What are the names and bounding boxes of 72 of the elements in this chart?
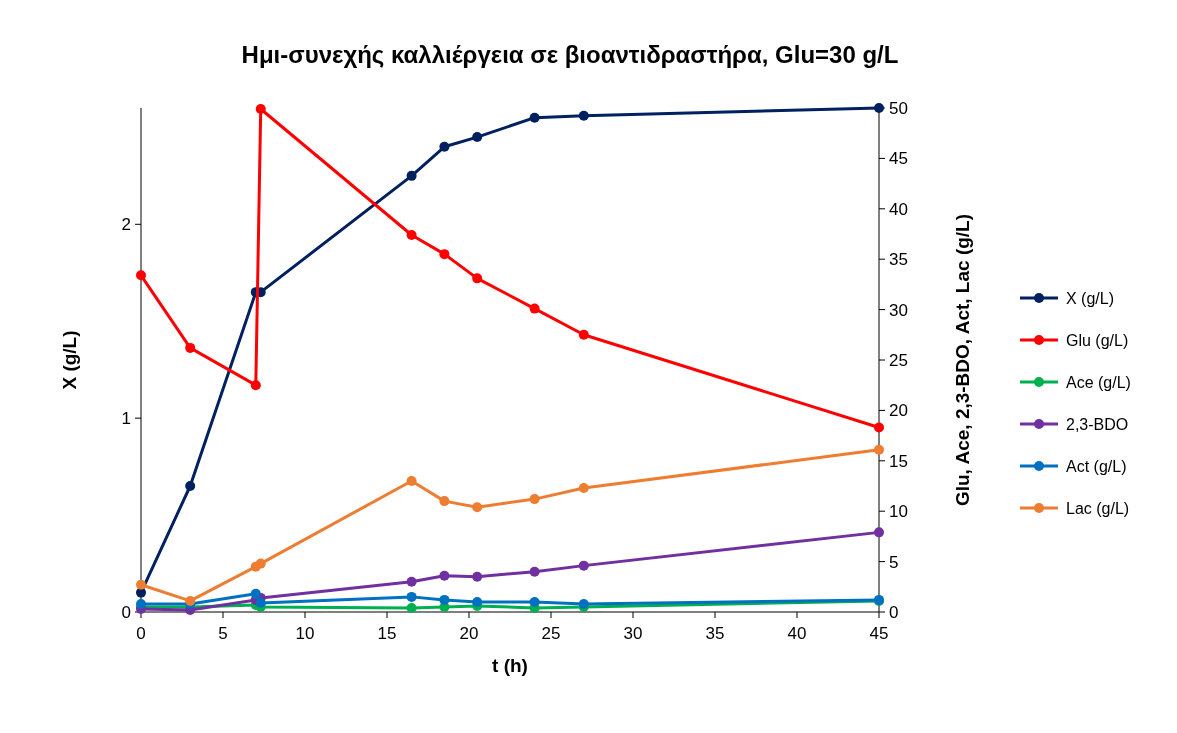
legend-label: Lac (g/L) bbox=[1066, 500, 1130, 517]
y-tick-label: 2 bbox=[121, 215, 131, 235]
x-tick-label: 0 bbox=[136, 624, 146, 643]
point bbox=[578, 329, 589, 340]
point bbox=[529, 112, 540, 123]
point bbox=[255, 558, 266, 569]
legend-label: 2,3-BDO bbox=[1066, 416, 1129, 433]
point bbox=[406, 170, 417, 181]
legend-label: X (g/L) bbox=[1066, 290, 1115, 307]
legend-label: Ace (g/L) bbox=[1066, 374, 1131, 391]
y2-tick-label: 40 bbox=[889, 199, 908, 219]
point bbox=[255, 104, 266, 115]
point bbox=[472, 132, 483, 143]
chart-title: Ημι-συνεχής καλλιέργεια σε βιοαντιδραστήρα, Glu=30 g/L bbox=[241, 41, 899, 68]
x-tick-label: 25 bbox=[541, 624, 561, 643]
y2-tick-label: 10 bbox=[889, 502, 908, 522]
point bbox=[136, 270, 146, 281]
y2-tick-label: 25 bbox=[889, 351, 908, 370]
point bbox=[136, 579, 146, 590]
y2-axis-title: Glu, Ace, 2,3-BDO, Act, Lac (g/L) bbox=[952, 213, 973, 507]
point bbox=[472, 596, 483, 607]
x-tick-label: 45 bbox=[869, 624, 889, 643]
point bbox=[529, 494, 540, 505]
point bbox=[439, 570, 450, 581]
point bbox=[439, 496, 450, 507]
x-tick-label: 5 bbox=[218, 624, 228, 643]
point bbox=[472, 571, 483, 582]
point bbox=[439, 594, 450, 605]
x-axis-title: t (h) bbox=[492, 655, 528, 676]
y2-tick-label: 20 bbox=[889, 401, 908, 421]
point bbox=[529, 566, 540, 577]
y2-tick-label: 0 bbox=[889, 603, 899, 622]
y2-tick-label: 35 bbox=[889, 250, 908, 270]
point bbox=[406, 591, 417, 602]
point bbox=[874, 444, 884, 455]
x-tick-label: 10 bbox=[295, 624, 315, 643]
x-tick-label: 20 bbox=[459, 624, 479, 643]
point bbox=[529, 596, 540, 607]
point bbox=[439, 141, 450, 152]
point bbox=[185, 481, 196, 491]
point bbox=[406, 602, 417, 613]
point bbox=[578, 483, 589, 494]
y2-tick-label: 15 bbox=[889, 451, 908, 471]
x-tick-label: 30 bbox=[623, 624, 643, 643]
point bbox=[578, 110, 589, 121]
point bbox=[250, 380, 261, 391]
x-tick-label: 40 bbox=[787, 624, 807, 643]
point bbox=[472, 273, 483, 284]
point bbox=[874, 527, 884, 538]
point bbox=[250, 588, 261, 599]
point bbox=[529, 303, 540, 314]
point bbox=[136, 587, 146, 598]
y-tick-label: 1 bbox=[121, 409, 131, 429]
x-tick-label: 35 bbox=[705, 624, 725, 643]
y-axis-title: X (g/L) bbox=[59, 330, 80, 390]
x-tick-label: 15 bbox=[377, 624, 397, 643]
y2-tick-label: 30 bbox=[889, 300, 908, 320]
point bbox=[472, 502, 483, 513]
point bbox=[406, 576, 417, 587]
point bbox=[185, 342, 196, 353]
point bbox=[439, 249, 450, 260]
point bbox=[406, 475, 417, 486]
y2-tick-label: 50 bbox=[889, 99, 908, 118]
point bbox=[578, 560, 589, 571]
y2-tick-label: 5 bbox=[889, 552, 899, 572]
y-tick-label: 0 bbox=[121, 603, 131, 622]
legend-label: Act (g/L) bbox=[1066, 458, 1127, 475]
point bbox=[255, 597, 266, 608]
y2-tick-label: 45 bbox=[889, 149, 908, 169]
point bbox=[874, 422, 884, 433]
point bbox=[406, 230, 417, 241]
legend-label: Glu (g/L) bbox=[1066, 332, 1129, 349]
